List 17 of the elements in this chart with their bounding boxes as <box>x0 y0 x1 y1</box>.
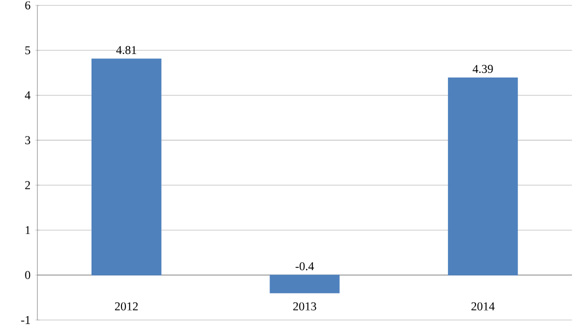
x-tick-label: 2012 <box>115 302 138 310</box>
x-tick-label: 2014 <box>471 302 495 310</box>
y-tick-label: -1 <box>21 316 30 324</box>
bar <box>270 274 340 294</box>
y-tick-label: 4 <box>24 91 30 100</box>
bar <box>92 58 162 276</box>
y-tick-label: 0 <box>25 271 30 280</box>
data-label: 4.81 <box>116 46 136 54</box>
y-tick-label: 3 <box>25 136 30 144</box>
x-tick-label: 2013 <box>293 302 316 310</box>
y-tick-label: 1 <box>26 226 30 234</box>
y-tick-label: 6 <box>25 1 30 10</box>
y-tick-label: 5 <box>25 46 30 54</box>
y-tick-label: 2 <box>25 181 30 190</box>
bar <box>448 77 518 276</box>
data-label: -0.4 <box>296 262 314 270</box>
data-label: 4.39 <box>472 64 493 74</box>
